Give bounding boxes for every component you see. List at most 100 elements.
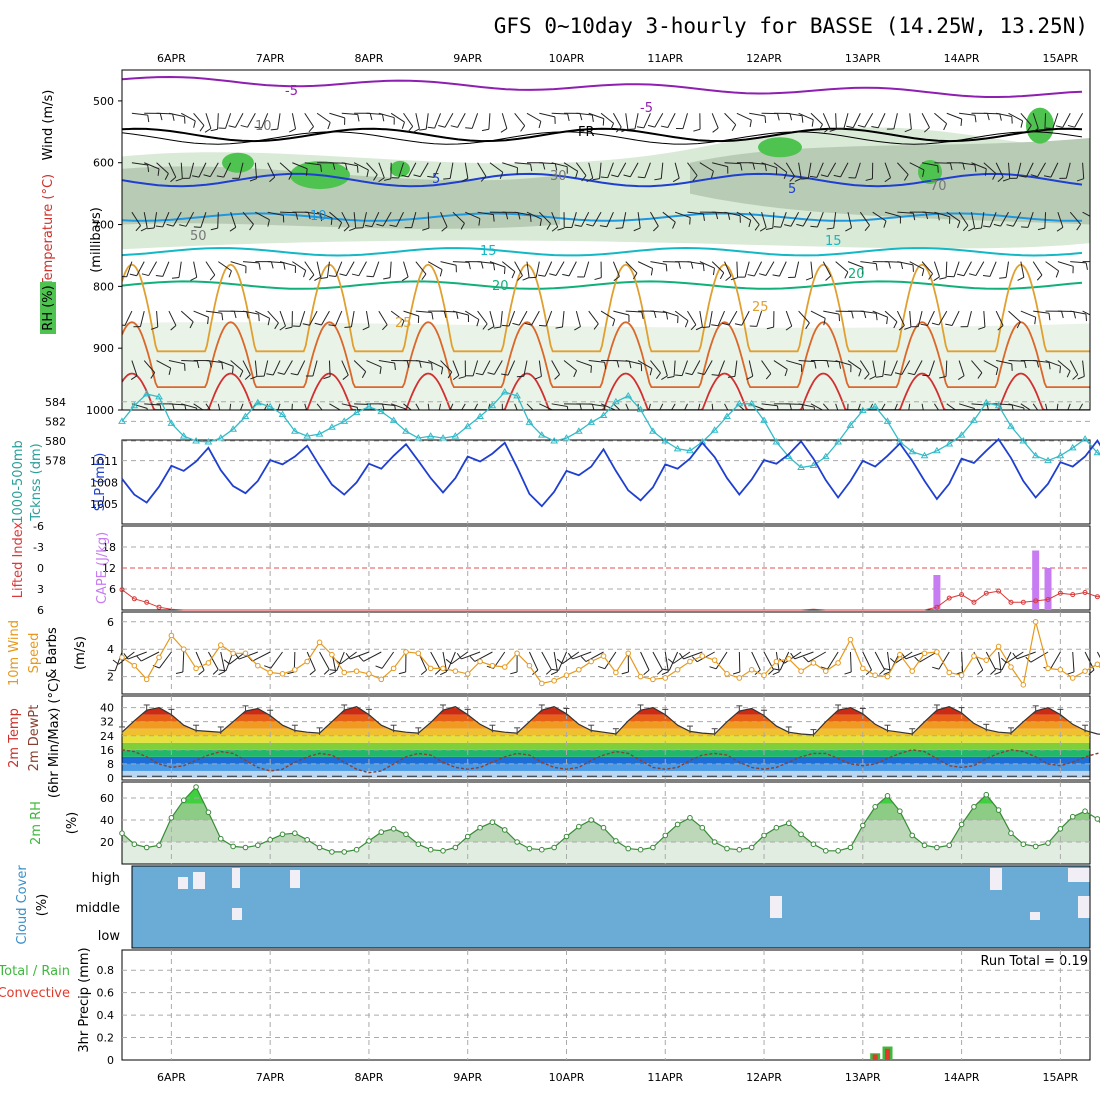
wind-barb xyxy=(449,403,454,410)
wind-barb xyxy=(897,162,909,175)
wind-barb xyxy=(514,403,518,410)
thickness-point xyxy=(377,407,386,415)
wind-barb-flag xyxy=(249,178,257,182)
wind-barb-flag xyxy=(820,174,828,178)
wind-barb-flag xyxy=(439,269,443,277)
rh-band xyxy=(122,803,1090,820)
wind-speed-point xyxy=(637,673,644,680)
wind-barb xyxy=(229,403,232,410)
wind-barb xyxy=(946,403,957,410)
wind-barb-flag xyxy=(253,416,260,418)
wind-barb xyxy=(427,403,430,410)
li-tick: 6 xyxy=(37,604,44,617)
wind-barb xyxy=(242,211,254,225)
wind-barb-flag xyxy=(190,276,197,281)
wind-speed-point xyxy=(822,668,829,674)
wind-barb xyxy=(847,403,849,410)
rh-point xyxy=(699,824,706,831)
wind-barb-flag xyxy=(309,274,315,281)
wind-speed-point xyxy=(971,653,977,659)
wind-barb xyxy=(1030,651,1049,663)
wind-barb-flag xyxy=(452,374,460,380)
wind-barb xyxy=(507,360,516,376)
wind-barb-flag xyxy=(141,273,149,277)
wind-barb xyxy=(427,360,443,368)
wind-barb xyxy=(407,162,417,178)
wind-barb-flag xyxy=(288,173,293,180)
wind-barb-flag xyxy=(1067,124,1075,128)
rh-point xyxy=(119,830,125,837)
wind-barb-flag xyxy=(875,313,878,321)
wind-barb xyxy=(1069,211,1082,225)
wind-barb-flag xyxy=(332,162,336,170)
wind-speed-point xyxy=(921,650,928,657)
cloud-gap xyxy=(232,868,240,888)
wind-barb xyxy=(650,261,667,265)
wind-barb-flag xyxy=(481,128,489,132)
wind-barb xyxy=(316,261,322,278)
wind-barb-flag xyxy=(978,326,986,330)
wind-barb-flag xyxy=(611,174,619,178)
thickness-point xyxy=(661,437,670,444)
thickness-point xyxy=(352,408,361,416)
wind-barb-flag xyxy=(361,371,367,378)
wind-barb-flag xyxy=(218,671,226,676)
rh-point xyxy=(625,845,632,852)
wind-barb xyxy=(181,403,197,409)
wind-barb-flag xyxy=(590,365,592,373)
wind-barb xyxy=(703,360,713,375)
wind-barb-flag xyxy=(1032,413,1034,420)
wind-barb xyxy=(168,162,177,178)
wind-barb-flag xyxy=(373,174,378,181)
wind-barb xyxy=(938,310,948,326)
rh-point xyxy=(613,838,619,844)
wind-barb-flag xyxy=(777,113,780,121)
wind-barb xyxy=(773,360,788,370)
wind-barb xyxy=(1001,651,1012,671)
lifted-index-point xyxy=(1033,598,1039,604)
wind-barb xyxy=(724,112,737,126)
wind-barb xyxy=(599,162,602,179)
wind-barb-flag xyxy=(632,272,638,280)
wind-barb xyxy=(225,113,232,129)
wind-barb xyxy=(316,112,331,123)
rh-point xyxy=(1057,826,1064,832)
wind-barb xyxy=(415,113,420,129)
wind-barb xyxy=(562,651,580,664)
wind-speed-point xyxy=(156,654,162,661)
rh-point xyxy=(255,842,261,849)
wind-barb xyxy=(734,360,738,377)
wind-barb-flag xyxy=(641,311,644,319)
wind-barb xyxy=(489,162,504,173)
wind-barb xyxy=(864,113,874,128)
wind-barb-flag xyxy=(155,225,163,228)
precip-tick: 0.2 xyxy=(97,1032,115,1045)
wind-barb xyxy=(514,261,523,276)
wind-barb-flag xyxy=(803,656,809,663)
wind-barb-flag xyxy=(503,266,506,274)
panel-label: Tcknss (dm) xyxy=(29,443,44,521)
wind-barb-flag xyxy=(465,127,473,129)
panel-label: 10m Wind xyxy=(7,620,22,686)
slp-tick: 1005 xyxy=(90,498,118,511)
wind-barb xyxy=(131,360,138,376)
wind-barb-flag xyxy=(665,264,668,272)
wind-barb-flag xyxy=(805,322,810,330)
wind-barb-flag xyxy=(179,224,187,227)
rh-point xyxy=(131,841,138,848)
wind-barb-flag xyxy=(893,321,898,329)
wind-barb xyxy=(292,261,307,271)
wind-barb xyxy=(612,113,622,128)
thickness-point xyxy=(760,416,768,423)
thickness-point xyxy=(834,438,843,445)
wind-barb xyxy=(440,211,448,227)
wind-barb xyxy=(840,162,849,178)
wind-barb-flag xyxy=(567,113,570,121)
wind-barb xyxy=(744,261,750,278)
panel-label: Temperature (°C) xyxy=(41,174,56,287)
wind-barb xyxy=(242,360,251,375)
wind-speed-point xyxy=(378,676,385,683)
thickness-point xyxy=(858,406,867,414)
panel-label: 2m Temp xyxy=(7,708,22,768)
